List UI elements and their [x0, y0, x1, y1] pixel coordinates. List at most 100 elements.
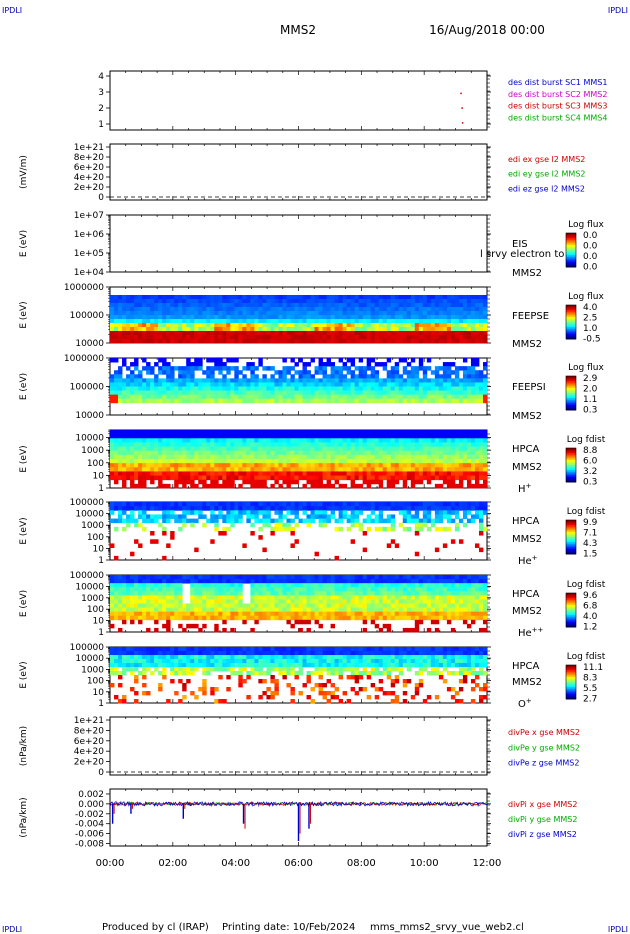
spectrogram-cell — [226, 315, 231, 320]
spectrogram-cell — [322, 339, 327, 344]
spectrogram-cell — [346, 434, 352, 439]
spectrogram-cell — [446, 506, 452, 511]
spectrogram-cell — [118, 370, 123, 375]
spectrogram-cell — [138, 599, 143, 604]
spectrogram-cell — [186, 611, 191, 617]
spectrogram-cell — [114, 463, 119, 468]
spectrogram-cell — [142, 378, 147, 383]
spectrogram-cell — [146, 591, 151, 596]
spectrogram-cell — [118, 454, 123, 460]
spectrogram-cell — [298, 398, 303, 404]
spectrogram-cell — [402, 506, 408, 511]
spectrogram-cell — [382, 502, 388, 507]
spectrogram-cell — [266, 366, 271, 371]
spectrogram-cell — [110, 475, 115, 481]
spectrogram-cell — [150, 430, 155, 435]
spectrogram-cell — [178, 299, 183, 304]
spectrogram-cell — [418, 518, 424, 524]
spectrogram-cell — [130, 319, 135, 324]
spectrogram-cell — [354, 331, 360, 336]
spectrogram-cell — [134, 335, 139, 340]
spectrogram-cell — [478, 295, 484, 300]
spectrogram-cell — [254, 479, 259, 485]
colorbar-swatch — [566, 465, 576, 468]
spectrogram-cell — [210, 539, 215, 544]
spectrogram-cell — [234, 438, 239, 443]
spectrogram-cell — [290, 335, 295, 340]
spectrogram-cell — [226, 299, 231, 304]
spectrogram-cell — [206, 434, 211, 439]
spectrogram-cell — [270, 398, 275, 404]
spectrogram-cell — [378, 386, 384, 391]
spectrogram-cell — [262, 311, 267, 316]
spectrogram-cell — [358, 398, 364, 404]
spectrogram-cell — [358, 295, 364, 300]
spectrogram-cell — [422, 471, 428, 476]
spectrogram-cell — [382, 295, 388, 300]
spectrogram-cell — [346, 475, 352, 481]
spectrogram-cell — [154, 514, 159, 519]
spectrogram-cell — [294, 502, 299, 507]
spectrogram-cell — [326, 358, 331, 363]
spectrogram-cell — [186, 434, 191, 439]
spectrogram-cell — [202, 514, 207, 519]
spectrogram-cell — [326, 303, 331, 308]
spectrogram-cell — [334, 339, 340, 344]
spectrogram-cell — [118, 331, 123, 336]
spectrogram-cell — [314, 339, 319, 344]
spectrogram-cell — [410, 295, 416, 300]
spectrogram-cell — [402, 463, 408, 468]
y-tick-label-hpca_h: 10 — [93, 471, 105, 481]
spectrogram-cell — [322, 510, 327, 515]
spectrogram-cell — [214, 583, 219, 588]
spectrogram-cell — [258, 459, 263, 464]
spectrogram-cell — [206, 463, 211, 468]
spectrogram-cell — [118, 591, 123, 596]
spectrogram-cell — [358, 522, 364, 528]
spectrogram-cell — [390, 335, 396, 340]
spectrogram-cell — [222, 627, 227, 633]
spectrogram-cell — [462, 398, 468, 404]
spectrogram-cell — [454, 522, 460, 528]
spectrogram-cell — [118, 595, 123, 600]
spectrogram-cell — [174, 595, 179, 600]
spectrogram-cell — [234, 475, 239, 481]
spectrogram-cell — [386, 463, 392, 468]
spectrogram-cell — [354, 327, 360, 332]
spectrogram-cell — [250, 303, 255, 308]
spectrogram-cell — [298, 295, 303, 300]
spectrogram-cell — [166, 575, 171, 580]
spectrogram-cell — [218, 442, 223, 447]
spectrogram-cell — [198, 295, 203, 300]
spectrogram-cell — [382, 467, 388, 472]
spectrogram-cell — [422, 299, 428, 304]
spectrogram-cell — [210, 335, 215, 340]
spectrogram-cell — [226, 430, 231, 435]
spectrogram-cell — [214, 398, 219, 404]
spectrogram-cell — [390, 450, 396, 456]
spectrogram-cell — [134, 366, 139, 371]
spectrogram-cell — [434, 506, 440, 511]
spectrogram-cell — [458, 430, 464, 435]
spectrogram-cell — [174, 434, 179, 439]
spectrogram-cell — [118, 463, 123, 468]
spectrogram-cell — [394, 442, 400, 447]
spectrogram-cell — [262, 510, 267, 515]
spectrogram-cell — [178, 394, 183, 400]
spectrogram-cell — [146, 430, 151, 435]
spectrogram-cell — [318, 434, 323, 439]
spectrogram-cell — [234, 394, 239, 400]
spectrogram-cell — [390, 471, 396, 476]
spectrogram-cell — [482, 502, 488, 507]
y-tick-label-feeps_i: 10000 — [75, 411, 104, 421]
spectrogram-cell — [350, 434, 356, 439]
spectrogram-cell — [446, 471, 452, 476]
spectrogram-cell — [338, 315, 344, 320]
spectrogram-cell — [358, 442, 364, 447]
spectrogram-cell — [474, 303, 480, 308]
spectrogram-cell — [266, 382, 271, 387]
spectrogram-cell — [370, 434, 376, 439]
spectrogram-cell — [370, 370, 376, 375]
spectrogram-cell — [378, 398, 384, 404]
spectrogram-cell — [218, 323, 223, 328]
